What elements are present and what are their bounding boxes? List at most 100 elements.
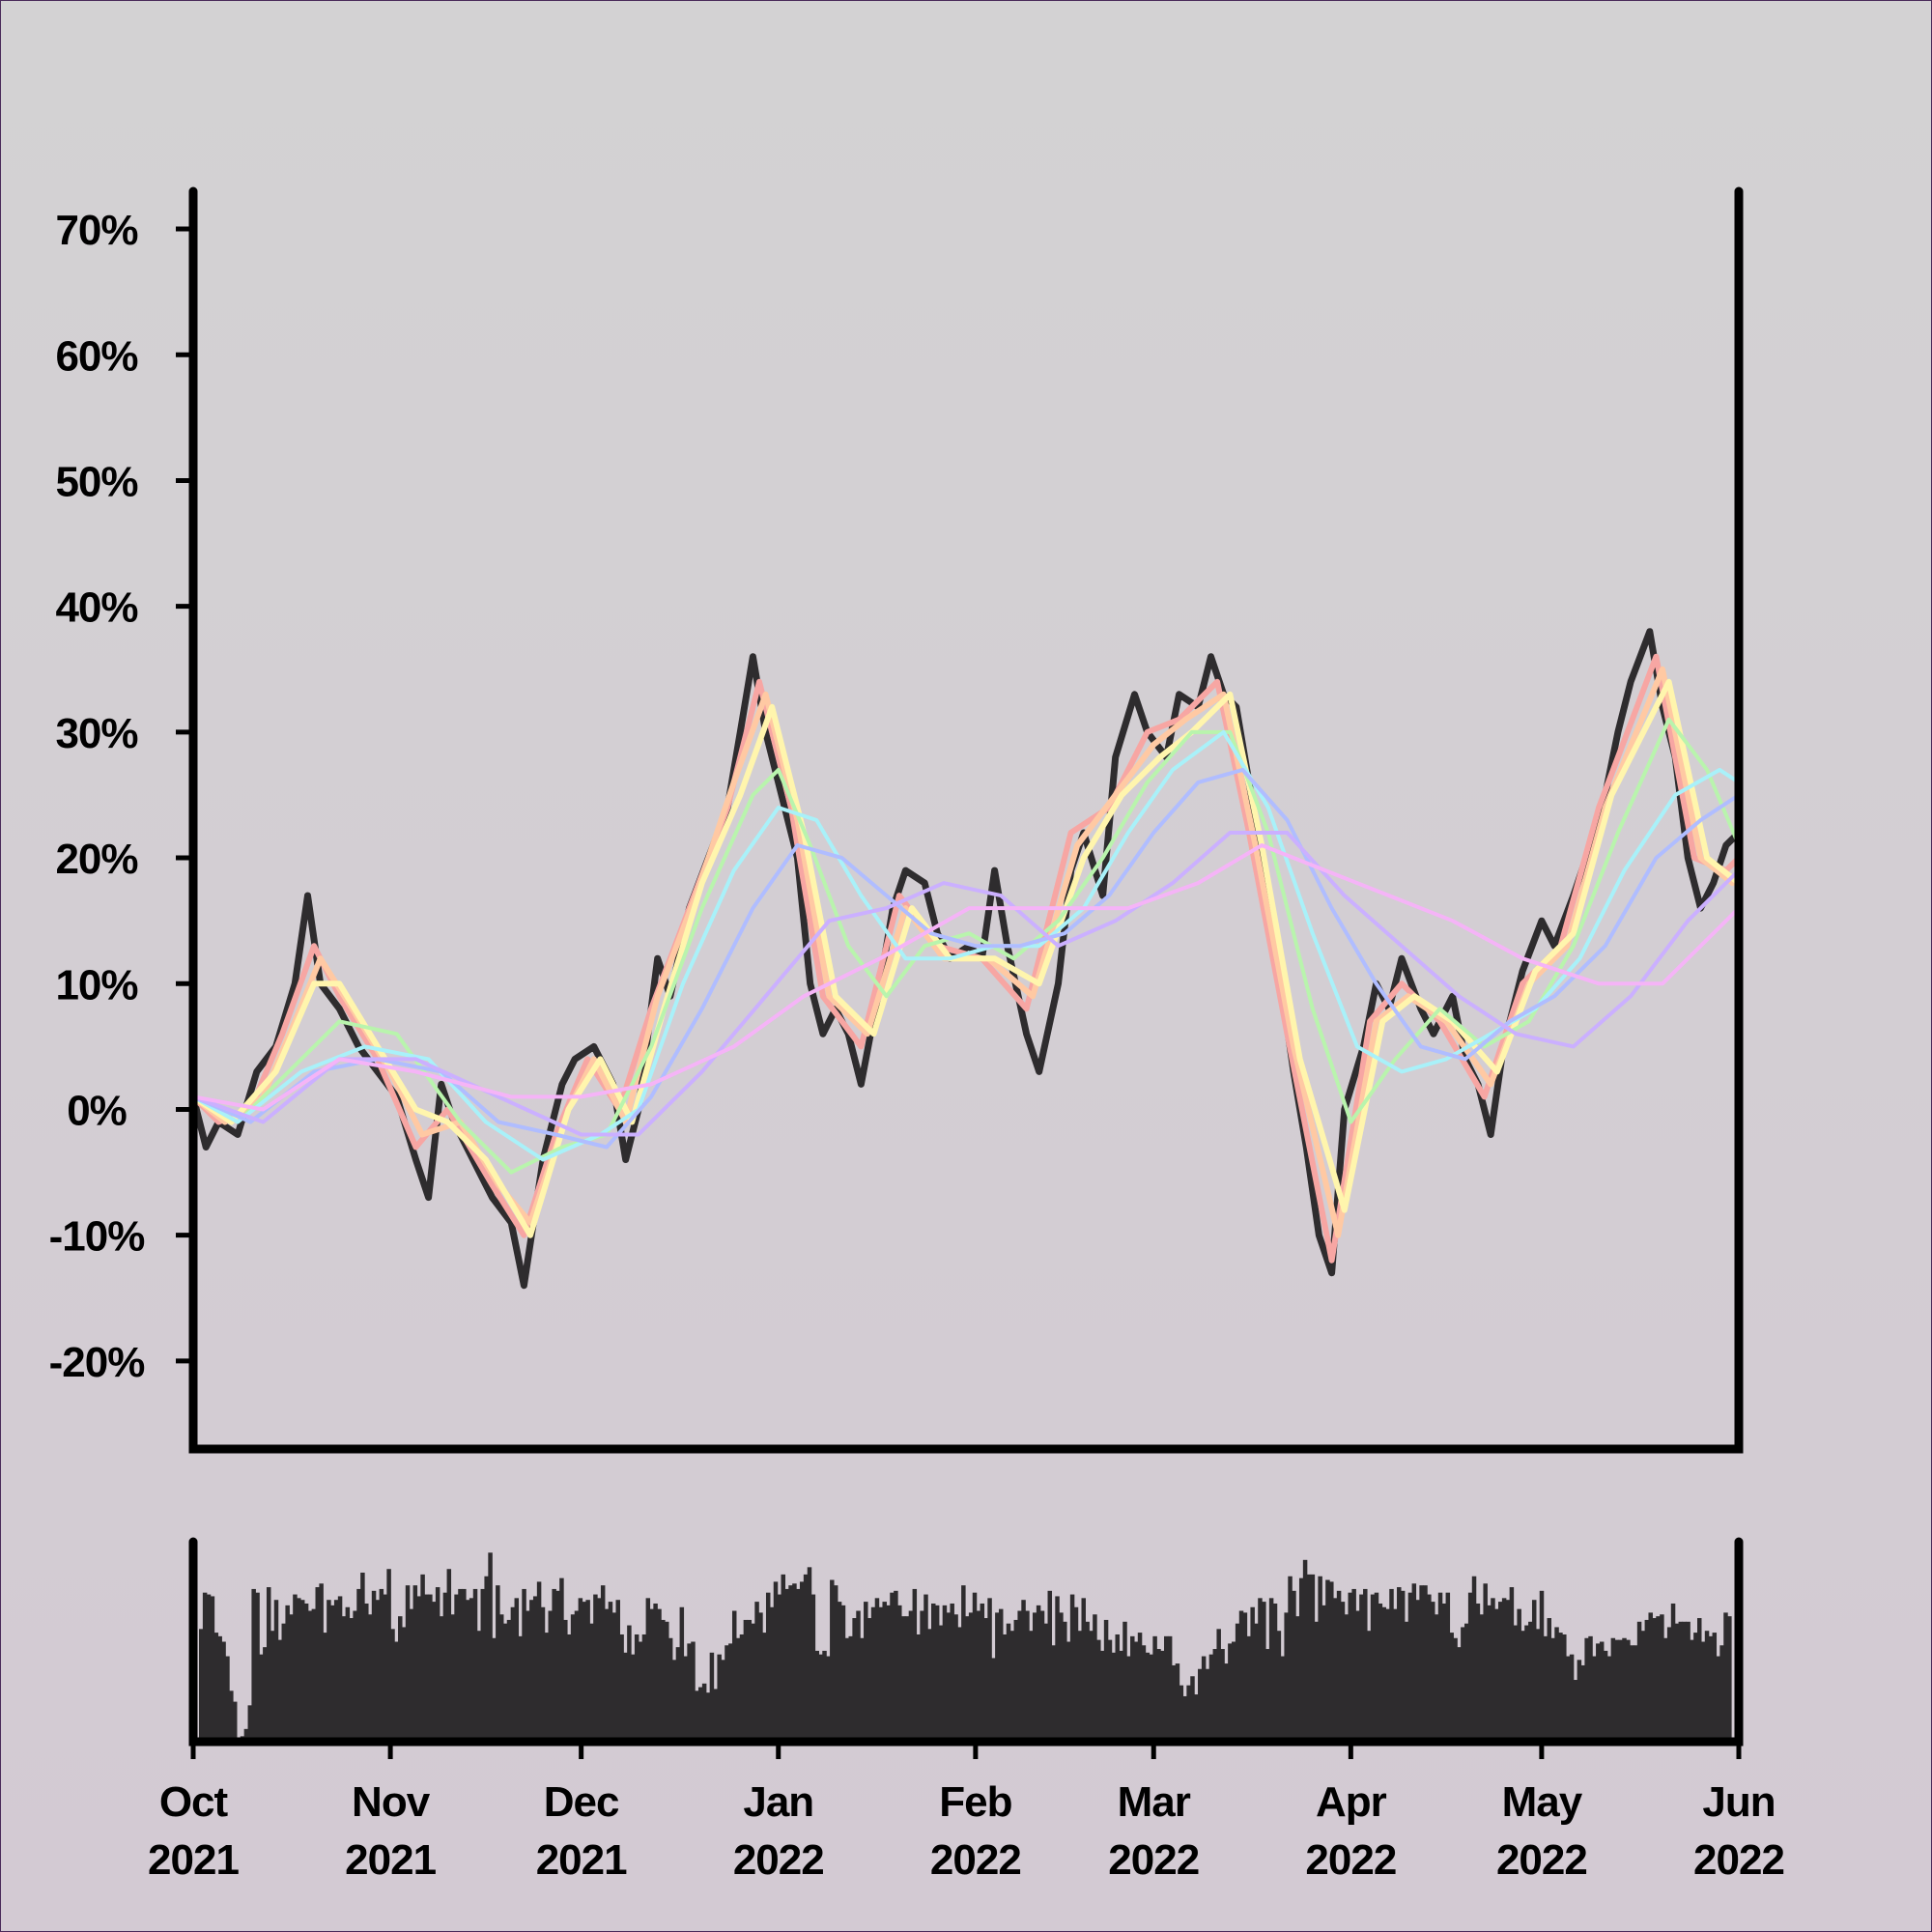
x-axis: Oct 2021 Nov 2021 Dec 2021 Jan 2022 Feb 2022 Mar 20… (148, 1742, 1785, 1884)
volume-bar (251, 1588, 256, 1742)
volume-bar (762, 1633, 767, 1742)
volume-bar (1013, 1619, 1019, 1742)
volume-bar (1133, 1641, 1139, 1742)
volume-bar (1434, 1614, 1439, 1742)
volume-bar (1693, 1633, 1698, 1742)
volume-bar (323, 1633, 327, 1742)
volume-bar (401, 1627, 407, 1742)
volume-bar (1160, 1650, 1165, 1742)
volume-bar (1329, 1581, 1334, 1742)
volume-bar (709, 1652, 715, 1742)
volume-bar (1021, 1600, 1026, 1742)
volume-bar (1467, 1592, 1473, 1742)
volume-bar (1167, 1635, 1173, 1742)
volume-bar (469, 1598, 474, 1742)
volume-bar (518, 1635, 523, 1742)
volume-bar (870, 1606, 876, 1742)
volume-bar (818, 1654, 823, 1742)
x-tick-label-year: 2022 (1108, 1836, 1199, 1884)
volume-bar (259, 1654, 264, 1742)
volume-bar (1505, 1600, 1511, 1742)
volume-bar (356, 1588, 361, 1742)
volume-bar (243, 1728, 249, 1742)
volume-bar (852, 1618, 857, 1742)
volume-bar (698, 1687, 703, 1742)
volume-bar (810, 1594, 816, 1742)
volume-bar (1262, 1602, 1266, 1742)
volume-bar (383, 1594, 387, 1742)
volume-bar (1363, 1588, 1368, 1742)
volume-bar (1348, 1592, 1352, 1742)
volume-bar (1344, 1614, 1350, 1742)
volume-bar (1374, 1592, 1379, 1742)
volume-bar (1588, 1635, 1593, 1742)
volume-bar (1208, 1654, 1214, 1742)
volume-bar (1633, 1645, 1638, 1742)
volume-bar (394, 1641, 399, 1742)
volume-bar (657, 1608, 662, 1742)
volume-bar (424, 1594, 429, 1742)
volume-bar (1186, 1685, 1191, 1742)
volume-bar (1332, 1598, 1338, 1742)
volume-bar (225, 1656, 230, 1742)
volume-bar (559, 1577, 564, 1742)
y-tick-label: -20% (49, 1339, 145, 1386)
volume-bar (1660, 1614, 1664, 1742)
volume-bar (1280, 1656, 1286, 1742)
volume-bar (266, 1587, 271, 1742)
volume-bar (1036, 1605, 1041, 1742)
y-tick-label: 0% (67, 1087, 127, 1134)
volume-bar (1723, 1612, 1728, 1742)
volume-bar (687, 1643, 692, 1742)
volume-bar (1115, 1634, 1120, 1742)
volume-bar (597, 1598, 602, 1742)
volume-bar (1366, 1631, 1372, 1742)
volume-bar (1449, 1633, 1454, 1742)
volume-bar (731, 1610, 737, 1742)
volume-bar (379, 1588, 384, 1742)
volume-bar (1690, 1639, 1694, 1742)
volume-bar (221, 1641, 226, 1742)
volume-bar (1543, 1635, 1548, 1742)
volume-bar (691, 1641, 696, 1742)
volume-bar (695, 1690, 699, 1742)
volume-bar (991, 1658, 996, 1742)
volume-bar (1111, 1652, 1117, 1742)
volume-bar (1276, 1631, 1282, 1742)
volume-bar (333, 1600, 339, 1742)
volume-bar (724, 1645, 729, 1742)
x-tick-label-year: 2022 (733, 1836, 824, 1884)
volume-bar (1254, 1623, 1259, 1742)
volume-bar (1437, 1592, 1443, 1742)
volume-bar (1596, 1643, 1601, 1742)
volume-bar (1002, 1634, 1008, 1742)
volume-bar (297, 1598, 301, 1742)
volume-bar (916, 1634, 921, 1742)
x-tick-label-year: 2021 (345, 1836, 436, 1884)
volume-bar (1445, 1592, 1451, 1742)
volume-bar (1069, 1594, 1075, 1742)
x-tick-label-month: May (1502, 1778, 1583, 1826)
volume-bar (1073, 1606, 1079, 1742)
volume-bar (1528, 1621, 1533, 1742)
volume-bar (1678, 1621, 1684, 1742)
volume-bar (480, 1588, 486, 1742)
volume-bar (330, 1605, 335, 1742)
volume-bar (420, 1574, 425, 1742)
volume-bar (1089, 1631, 1094, 1742)
volume-bar (1562, 1634, 1567, 1742)
volume-bar (1393, 1608, 1398, 1742)
volume-bar (1411, 1583, 1417, 1742)
volume-bar (1636, 1621, 1642, 1742)
x-tick-label-month: Mar (1118, 1778, 1191, 1826)
volume-bar (432, 1602, 437, 1742)
volume-bar (1577, 1660, 1582, 1742)
volume-bar (1663, 1637, 1668, 1742)
volume-bar (405, 1585, 411, 1742)
x-tick-label-year: 2022 (930, 1836, 1021, 1884)
volume-bar (1351, 1588, 1356, 1742)
volume-bar (1318, 1576, 1322, 1742)
volume-bar (1130, 1635, 1135, 1742)
volume-bar (1419, 1585, 1424, 1742)
volume-bar (353, 1610, 357, 1742)
